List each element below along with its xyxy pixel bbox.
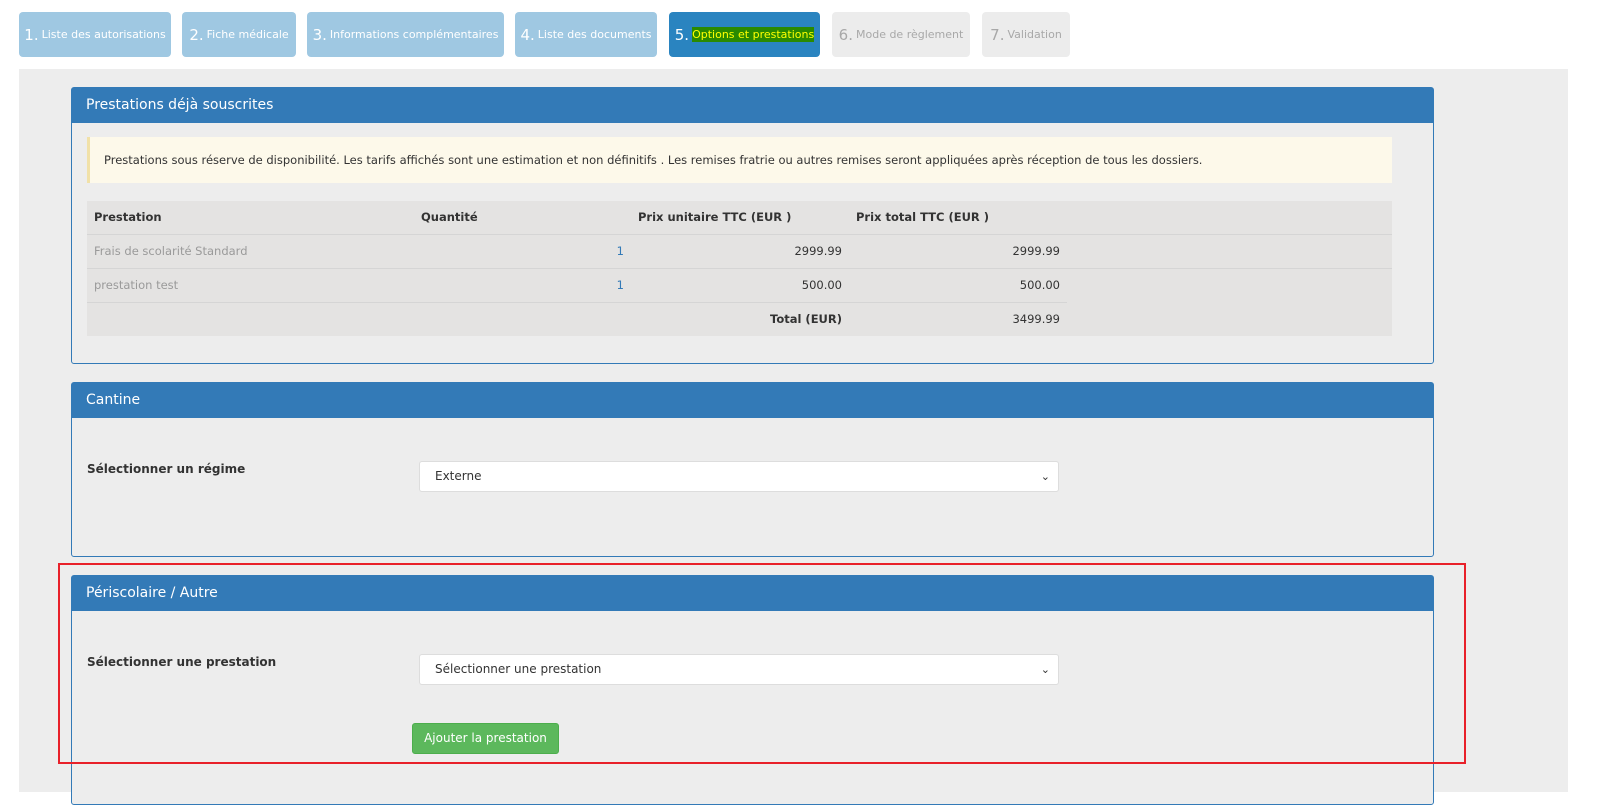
add-prestation-button[interactable]: Ajouter la prestation — [412, 723, 559, 754]
step-number: 1. — [24, 25, 39, 44]
step-number: 5. — [674, 25, 690, 44]
step-label: Fiche médicale — [206, 28, 289, 41]
step-number: 2. — [189, 25, 204, 44]
prestation-label: Sélectionner une prestation — [87, 655, 277, 669]
total-value: 3499.99 — [849, 301, 1067, 336]
cell-name: Frais de scolarité Standard — [87, 233, 414, 268]
step-tab-1[interactable]: 1. Liste des autorisations — [19, 12, 171, 57]
regime-value: Externe — [435, 469, 482, 483]
step-tab-4[interactable]: 4. Liste des documents — [515, 12, 657, 57]
cell-total: 2999.99 — [849, 233, 1067, 268]
cell-empty — [87, 301, 414, 336]
panel-title: Périscolaire / Autre — [72, 576, 1433, 611]
periscolaire-panel: Périscolaire / Autre Sélectionner une pr… — [71, 575, 1434, 805]
col-prix-unitaire: Prix unitaire TTC (EUR ) — [638, 210, 792, 225]
chevron-down-icon: ⌄ — [1040, 470, 1050, 483]
step-tab-6: 6. Mode de règlement — [832, 12, 970, 57]
step-number: 4. — [520, 25, 535, 44]
cell-unit: 2999.99 — [631, 233, 849, 268]
cell-qty: 1 — [414, 267, 631, 302]
subscribed-panel: Prestations déjà souscrites Prestations … — [71, 87, 1434, 364]
regime-label: Sélectionner un régime — [87, 462, 246, 476]
col-quantite: Quantité — [421, 210, 478, 225]
prestation-value: Sélectionner une prestation — [435, 662, 602, 676]
cell-empty — [1067, 267, 1392, 302]
step-number: 7. — [990, 25, 1005, 44]
total-row: Total (EUR) 3499.99 — [87, 301, 1392, 336]
step-label: Informations complémentaires — [329, 28, 499, 41]
col-prestation: Prestation — [94, 210, 162, 225]
table-header: Prestation Quantité Prix unitaire TTC (E… — [87, 201, 1392, 234]
step-label: Validation — [1007, 28, 1062, 41]
subscribed-table: Prestation Quantité Prix unitaire TTC (E… — [87, 201, 1392, 336]
regime-select[interactable]: Externe ⌄ — [419, 461, 1059, 492]
cell-empty — [1067, 233, 1392, 268]
cell-empty — [414, 301, 631, 336]
col-empty — [1067, 201, 1392, 234]
step-tab-3[interactable]: 3. Informations complémentaires — [307, 12, 504, 57]
step-number: 3. — [312, 25, 327, 44]
step-label: Liste des autorisations — [41, 28, 166, 41]
step-label: Options et prestations — [692, 27, 815, 42]
cell-unit: 500.00 — [631, 267, 849, 302]
chevron-down-icon: ⌄ — [1040, 663, 1050, 676]
step-label: Liste des documents — [537, 28, 652, 41]
cell-qty: 1 — [414, 233, 631, 268]
step-tab-7: 7. Validation — [982, 12, 1070, 57]
col-prix-total: Prix total TTC (EUR ) — [856, 210, 990, 225]
cantine-panel: Cantine Sélectionner un régime Externe ⌄ — [71, 382, 1434, 557]
cell-total: 500.00 — [849, 267, 1067, 302]
prestation-select[interactable]: Sélectionner une prestation ⌄ — [419, 654, 1059, 685]
total-label: Total (EUR) — [631, 301, 849, 336]
step-tab-5[interactable]: 5. Options et prestations — [669, 12, 820, 57]
notice-alert: Prestations sous réserve de disponibilit… — [87, 137, 1392, 183]
panel-title: Cantine — [72, 383, 1433, 418]
step-number: 6. — [838, 25, 853, 44]
cell-empty — [1067, 302, 1392, 336]
table-row: Frais de scolarité Standard 1 2999.99 29… — [87, 233, 1392, 268]
step-tab-2[interactable]: 2. Fiche médicale — [182, 12, 296, 57]
table-row: prestation test 1 500.00 500.00 — [87, 267, 1392, 302]
step-label: Mode de règlement — [855, 28, 964, 41]
panel-title: Prestations déjà souscrites — [72, 88, 1433, 123]
cell-name: prestation test — [87, 267, 414, 302]
